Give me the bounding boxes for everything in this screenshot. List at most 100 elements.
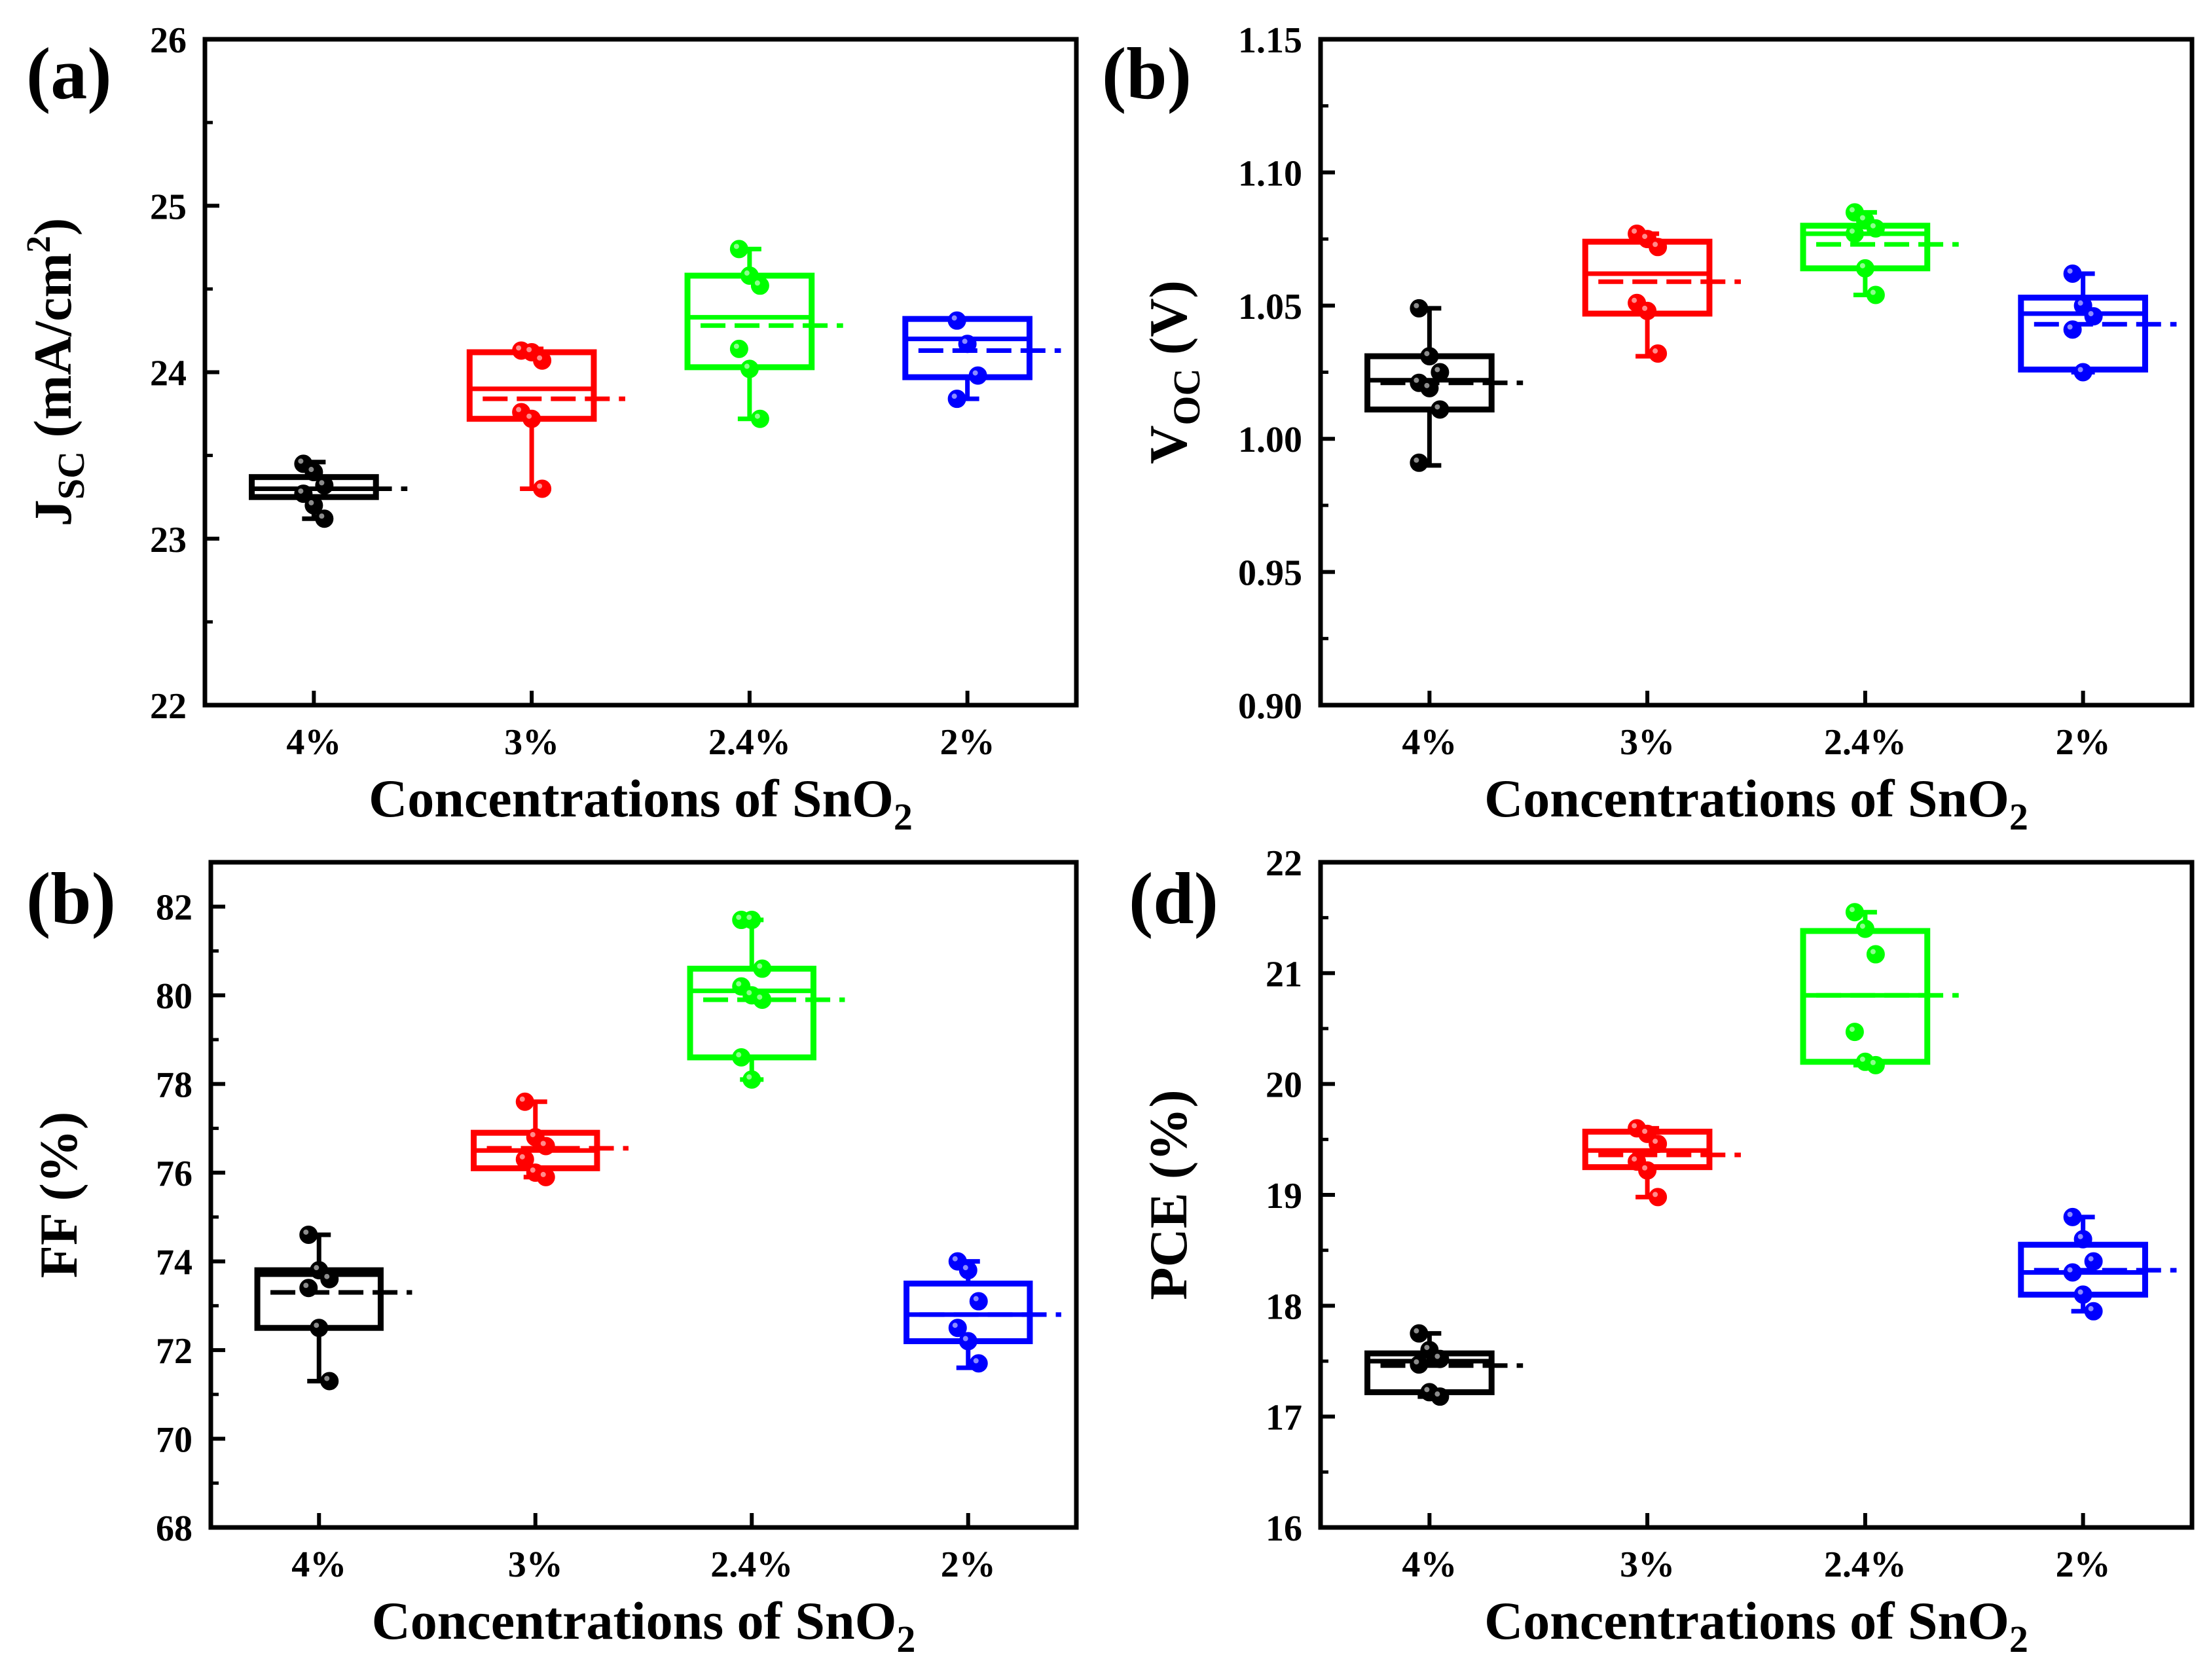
y-tick-label: 70 xyxy=(156,1420,192,1461)
data-point-highlight xyxy=(1414,377,1419,383)
data-point-highlight xyxy=(1632,1156,1637,1162)
data-point-highlight xyxy=(2067,1267,2073,1273)
data-point xyxy=(315,509,334,528)
data-point-highlight xyxy=(526,346,532,352)
data-point-highlight xyxy=(298,458,304,464)
data-point-highlight xyxy=(2088,1306,2094,1311)
data-point xyxy=(742,911,761,930)
data-point-highlight xyxy=(540,1141,546,1146)
data-point xyxy=(1866,1055,1885,1074)
data-point-highlight xyxy=(2077,367,2083,373)
data-point-highlight xyxy=(1849,1027,1855,1032)
data-point-highlight xyxy=(2067,324,2073,330)
panel-3: (b) 68 70 72 74 76 78 80 82 4% 3% 2.4% 2% Concentrati… xyxy=(26,858,1079,1660)
data-point-highlight xyxy=(1642,234,1648,240)
y-tick-label: 21 xyxy=(1266,954,1302,995)
data-point xyxy=(740,359,759,378)
data-point-highlight xyxy=(754,413,760,419)
data-point xyxy=(533,479,552,498)
data-point xyxy=(947,311,966,330)
box-iqr xyxy=(466,349,597,422)
data-point xyxy=(1855,919,1874,938)
data-point xyxy=(536,1137,555,1156)
plot-frame xyxy=(1318,860,2195,1530)
data-point-highlight xyxy=(962,1265,968,1271)
data-point xyxy=(753,959,772,978)
x-tick-label: 2% xyxy=(941,1544,996,1585)
box-3% xyxy=(1582,1119,1741,1207)
data-point-highlight xyxy=(303,1229,309,1235)
data-point xyxy=(310,1319,329,1338)
data-point-highlight xyxy=(2088,1256,2094,1262)
data-point xyxy=(1855,259,1874,278)
box-4% xyxy=(249,454,408,528)
x-axis-title: Concentrations of SnO2 xyxy=(1484,1591,2028,1660)
y-tick-label: 17 xyxy=(1266,1398,1302,1438)
data-point-highlight xyxy=(1849,207,1855,213)
y-tick-label: 26 xyxy=(150,20,187,61)
y-tick-label: 1.05 xyxy=(1238,287,1302,327)
data-point-highlight xyxy=(1870,289,1876,295)
x-tick-label: 3% xyxy=(1620,1544,1675,1585)
panel-1: (a) 22 23 24 25 26 4% 3% 2.4% 2% Concentrations of… xyxy=(20,20,1079,838)
data-point-highlight xyxy=(319,480,325,486)
data-point xyxy=(729,240,748,259)
box-3% xyxy=(471,1092,629,1186)
data-point-highlight xyxy=(1652,1139,1658,1144)
data-point-highlight xyxy=(1434,367,1440,373)
data-point-highlight xyxy=(952,1256,958,1262)
panel-4: (d) 16 17 18 19 20 21 22 4% 3% 2.4% 2% Concentration… xyxy=(1129,843,2195,1660)
data-point xyxy=(2063,320,2082,339)
data-point xyxy=(1866,945,1885,964)
data-point xyxy=(2073,1285,2092,1304)
y-tick-label: 74 xyxy=(156,1243,192,1283)
box-2% xyxy=(904,1252,1061,1373)
y-tick-label: 22 xyxy=(150,686,187,727)
data-point xyxy=(1845,1023,1864,1042)
data-point-highlight xyxy=(746,915,752,921)
x-tick-label: 2.4% xyxy=(1824,1544,1907,1585)
x-tick-label: 4% xyxy=(1402,1544,1457,1585)
box-2% xyxy=(2018,264,2177,382)
box-iqr xyxy=(684,272,815,371)
data-point-highlight xyxy=(1652,1192,1658,1197)
data-point-highlight xyxy=(2077,1233,2083,1239)
data-point-highlight xyxy=(1424,1345,1430,1351)
data-point xyxy=(2063,1263,2082,1282)
data-point xyxy=(2063,264,2082,283)
box-2.4% xyxy=(687,911,845,1089)
data-point-highlight xyxy=(1870,949,1876,955)
y-tick-label: 76 xyxy=(156,1154,192,1194)
data-point xyxy=(533,351,552,370)
y-tick-label: 80 xyxy=(156,976,192,1017)
data-point-highlight xyxy=(1632,1123,1637,1129)
data-point xyxy=(320,1372,339,1391)
y-tick-label: 23 xyxy=(150,520,187,560)
data-point-highlight xyxy=(2088,311,2094,317)
data-point xyxy=(958,335,977,354)
y-tick-label: 24 xyxy=(150,354,187,394)
data-point xyxy=(1431,400,1450,419)
data-point-highlight xyxy=(1849,228,1855,234)
x-tick-label: 2% xyxy=(2056,1544,2111,1585)
box-3% xyxy=(466,341,625,498)
data-point xyxy=(1649,1135,1668,1154)
data-point-highlight xyxy=(962,338,968,344)
data-point-highlight xyxy=(516,345,522,351)
data-point-highlight xyxy=(2077,300,2083,306)
data-point-highlight xyxy=(1870,223,1876,228)
data-point xyxy=(1410,1355,1429,1374)
y-tick-label: 0.90 xyxy=(1238,686,1302,727)
x-axis-title: Concentrations of SnO2 xyxy=(372,1591,916,1660)
box-iqr xyxy=(902,316,1032,380)
data-point xyxy=(1410,453,1429,472)
data-point xyxy=(958,1261,977,1280)
data-point xyxy=(515,1092,534,1111)
x-tick-label: 2.4% xyxy=(710,1544,793,1585)
plot-frame xyxy=(202,37,1079,708)
y-tick-label: 1.00 xyxy=(1238,420,1302,460)
data-point-highlight xyxy=(519,1096,525,1102)
data-point xyxy=(1638,1161,1657,1180)
data-point xyxy=(968,366,987,385)
